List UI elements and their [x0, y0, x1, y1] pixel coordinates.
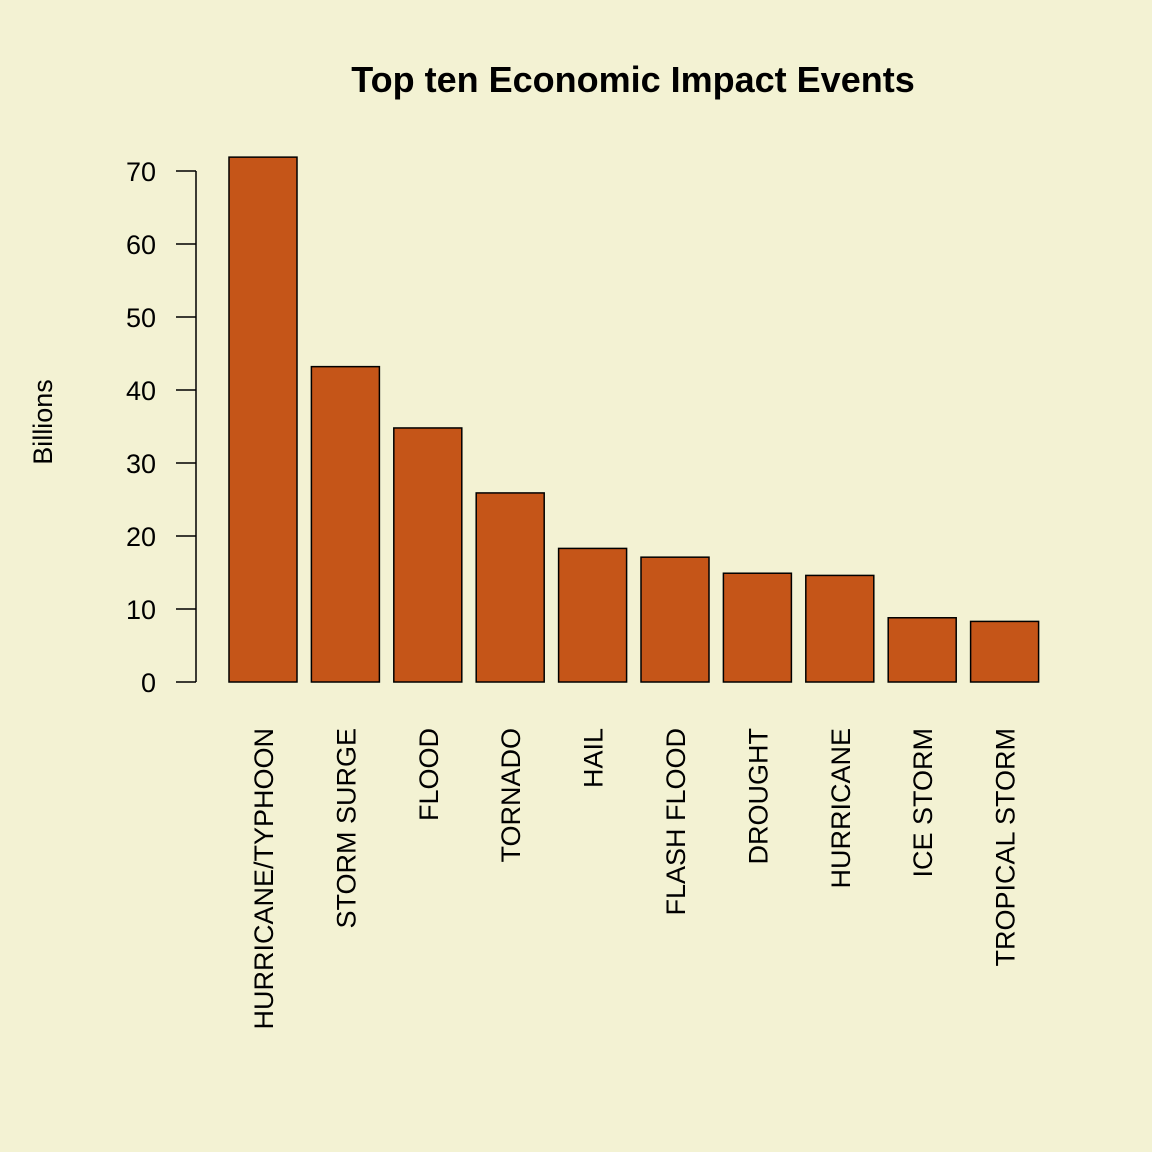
x-tick-label: HURRICANE: [826, 728, 856, 889]
x-tick-label: FLASH FLOOD: [661, 728, 691, 916]
y-tick-label: 70: [126, 157, 156, 187]
bar: [805, 574, 875, 683]
y-tick-label: 60: [126, 230, 156, 260]
y-tick-label: 20: [126, 522, 156, 552]
x-tick-label: STORM SURGE: [331, 728, 361, 929]
y-tick-label: 40: [126, 376, 156, 406]
x-tick-label: TROPICAL STORM: [991, 728, 1021, 967]
bar: [393, 427, 463, 683]
bar: [640, 556, 710, 683]
x-tick-label: TORNADO: [496, 728, 526, 863]
x-tick-label: FLOOD: [414, 728, 444, 821]
bar: [228, 156, 298, 683]
y-tick-label: 50: [126, 303, 156, 333]
chart-title: Top ten Economic Impact Events: [351, 59, 914, 100]
y-tick-label: 30: [126, 449, 156, 479]
bars-group: [228, 156, 1040, 683]
bar: [475, 492, 545, 683]
x-tick-label: HAIL: [579, 728, 609, 788]
x-tick-label: ICE STORM: [908, 728, 938, 878]
bar: [722, 572, 793, 683]
x-axis-labels: HURRICANE/TYPHOON STORM SURGE FLOOD TORNADO…: [249, 728, 1021, 1030]
x-tick-label: HURRICANE/TYPHOON: [249, 728, 279, 1030]
bar: [310, 365, 381, 683]
x-tick-label: DROUGHT: [743, 728, 773, 865]
bar: [557, 547, 628, 683]
y-tick-label: 10: [126, 595, 156, 625]
y-axis: 0 10 20 30 40 50 60 70: [126, 157, 197, 698]
bar: [887, 617, 957, 683]
y-axis-label: Billions: [28, 379, 58, 465]
bar: [969, 620, 1040, 683]
y-tick-label: 0: [141, 668, 156, 698]
